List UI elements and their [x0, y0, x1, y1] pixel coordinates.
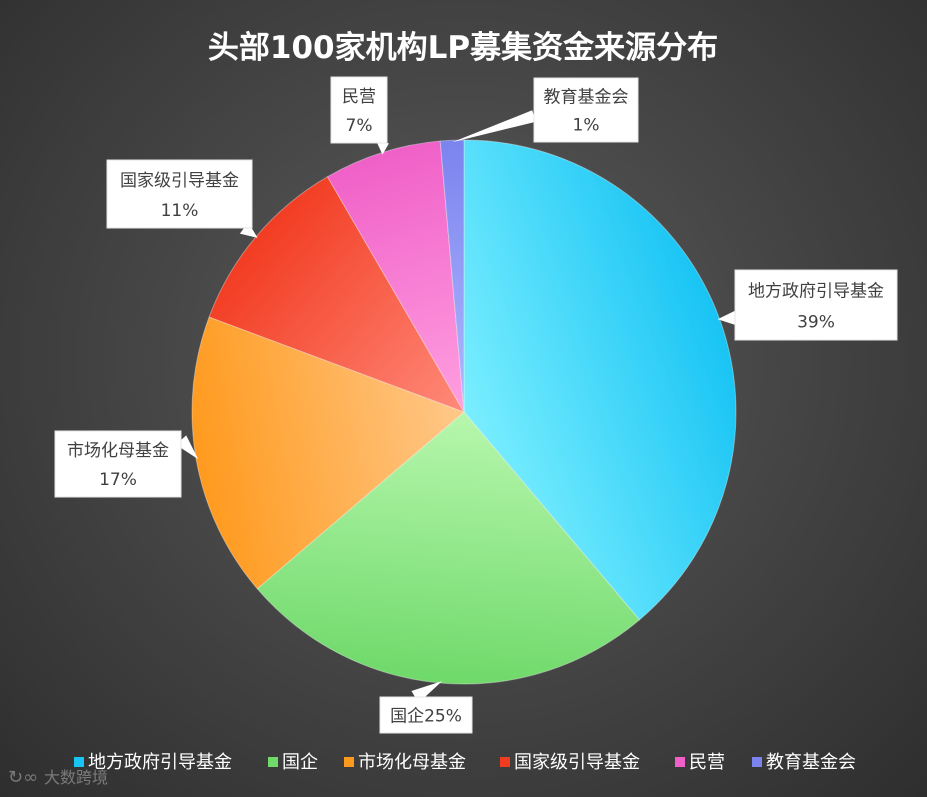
legend-swatch: [268, 757, 278, 767]
legend-label: 地方政府引导基金: [88, 752, 232, 773]
watermark: ↻∞ 大数跨境: [8, 767, 108, 788]
watermark-text: 大数跨境: [44, 768, 108, 787]
watermark-logo-icon: ↻∞: [8, 767, 38, 788]
data-label-1: 国企25%: [379, 696, 473, 734]
legend-swatch: [500, 757, 510, 767]
legend-item-2: 市场化母基金: [344, 752, 466, 773]
chart-title: 头部100家机构LP募集资金来源分布: [208, 30, 718, 66]
data-label-5: 教育基金会 1%: [533, 77, 639, 143]
data-label-box: [734, 269, 898, 341]
legend-swatch: [74, 757, 84, 767]
legend-label: 国家级引导基金: [514, 752, 640, 773]
leader-line-0: [717, 311, 736, 325]
legend-item-5: 教育基金会: [752, 752, 856, 773]
data-label-3: 国家级引导基金 11%: [106, 159, 253, 229]
data-label-category: 教育基金会: [544, 87, 629, 107]
data-label-category: 民营: [342, 87, 376, 107]
legend-item-4: 民营: [675, 752, 725, 773]
data-label-value: 39%: [797, 312, 835, 332]
legend: 地方政府引导基金 国企 市场化母基金 国家级引导基金 民营 教育基金会: [74, 752, 856, 773]
legend-item-0: 地方政府引导基金: [74, 752, 232, 773]
legend-label: 国企: [282, 752, 318, 773]
data-label-category: 国家级引导基金: [120, 171, 239, 191]
data-label-value: 7%: [346, 116, 373, 136]
data-label-category: 地方政府引导基金: [748, 282, 884, 302]
legend-item-1: 国企: [268, 752, 318, 773]
legend-swatch: [344, 757, 354, 767]
leader-line-4: [377, 142, 389, 155]
data-label-2: 市场化母基金 17%: [54, 430, 182, 498]
data-label-value: 国企25%: [390, 706, 462, 726]
pie-slice-1: [256, 411, 641, 685]
data-label-box: [379, 696, 473, 734]
pie-slice-2: [191, 316, 465, 590]
data-label-0: 地方政府引导基金 39%: [734, 269, 898, 341]
legend-label: 教育基金会: [766, 752, 856, 773]
data-label-category: 市场化母基金: [67, 441, 169, 461]
legend-swatch: [752, 757, 762, 767]
legend-swatch: [675, 757, 685, 767]
data-label-box: [54, 430, 182, 498]
data-label-value: 17%: [99, 470, 137, 490]
legend-label: 民营: [689, 752, 725, 773]
pie-slices: [191, 139, 737, 685]
data-label-box: [533, 77, 639, 143]
legend-item-3: 国家级引导基金: [500, 752, 640, 773]
leader-line-5: [452, 110, 536, 143]
pie-slice-5: [439, 139, 465, 413]
data-label-box: [106, 159, 253, 229]
data-label-4: 民营 7%: [330, 76, 388, 144]
data-label-value: 11%: [161, 201, 199, 221]
data-label-value: 1%: [573, 115, 600, 135]
legend-label: 市场化母基金: [358, 752, 466, 773]
data-label-box: [330, 76, 388, 144]
leader-line-3: [239, 222, 258, 238]
data-labels: 地方政府引导基金 39% 国企25% 市场化母基金 17% 国家级引导基金 11% 民营 7% 教…: [54, 76, 898, 734]
